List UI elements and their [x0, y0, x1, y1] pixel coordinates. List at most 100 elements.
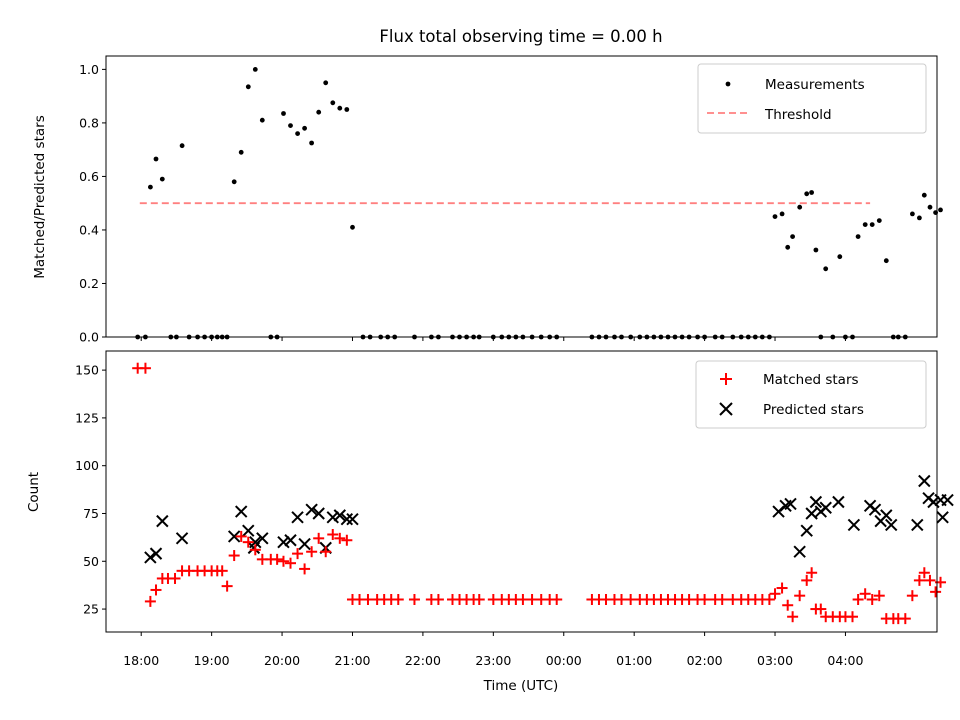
matched-star-point	[776, 582, 788, 594]
predicted-star-point	[312, 507, 325, 520]
measurement-point	[337, 105, 343, 111]
matched-star-point	[899, 613, 911, 625]
matched-star-point	[144, 595, 156, 607]
bottom-legend-box	[695, 360, 927, 429]
measurement-point	[876, 218, 882, 224]
matched-star-point	[918, 567, 930, 579]
matched-star-point	[924, 574, 936, 586]
predicted-star-point	[277, 535, 290, 549]
matched-star-point	[852, 594, 864, 606]
predicted-star-point	[832, 495, 845, 509]
matched-star-point	[408, 594, 420, 606]
legend-matched-marker	[720, 373, 732, 385]
measurement-point	[809, 190, 814, 195]
measurement-point	[921, 192, 927, 198]
top-panel: 0.0 0.2 0.4 0.6 0.8 1.0 Matched/Predicted sta…	[32, 55, 943, 345]
measurement-point	[309, 140, 314, 146]
matched-star-point	[806, 567, 818, 579]
predicted-star-point	[149, 547, 163, 560]
matched-star-point	[249, 544, 261, 556]
matched-star-point	[341, 534, 353, 546]
measurement-point	[245, 84, 251, 90]
matched-star-point	[169, 572, 181, 584]
matched-star-point	[769, 588, 781, 600]
x-tick-label: 03:00	[757, 653, 793, 668]
top-legend-box	[697, 63, 927, 134]
x-tick-label: 20:00	[264, 653, 300, 668]
measurement-point	[779, 211, 785, 217]
y-tick-label: 0.2	[79, 276, 99, 291]
measurement-point	[797, 204, 803, 210]
measurement-point	[862, 222, 868, 228]
top-panel-x-ticks	[140, 337, 846, 341]
measurement-point	[159, 176, 165, 182]
matched-stars-points	[132, 362, 947, 625]
matched-star-point	[150, 584, 162, 596]
bottom-panel-y-label: Count	[26, 472, 42, 512]
legend-measurements-marker	[725, 81, 731, 87]
measurement-point	[302, 125, 307, 131]
predicted-star-point	[144, 551, 157, 564]
measurement-point	[790, 234, 795, 240]
measurement-point	[350, 224, 355, 230]
predicted-star-point	[256, 532, 269, 545]
top-panel-y-label: Matched/Predicted stars	[32, 115, 48, 278]
predicted-star-point	[242, 524, 255, 537]
matched-star-point	[866, 594, 878, 606]
matched-star-point	[327, 529, 339, 541]
predicted-star-point	[911, 518, 924, 532]
y-tick-label: 0.8	[79, 115, 99, 130]
predicted-stars-points	[144, 474, 954, 564]
predicted-star-point	[249, 535, 262, 549]
measurement-point	[153, 156, 159, 162]
measurement-point	[813, 247, 819, 253]
legend-threshold-label: Threshold	[764, 107, 832, 123]
matched-star-point	[801, 574, 813, 586]
x-tick-label: 23:00	[475, 653, 511, 668]
figure-title: Flux total observing time = 0.00 h	[379, 27, 662, 46]
measurement-point	[883, 258, 889, 264]
bottom-panel-x-ticks: 18:00 19:00 20:00 21:00 22:00 23:00 00:00 01:00…	[123, 632, 864, 668]
top-panel-frame	[105, 55, 938, 338]
y-tick-label: 0.4	[79, 222, 99, 237]
matched-star-point	[313, 532, 325, 544]
predicted-star-point	[885, 518, 898, 532]
measurement-point	[823, 266, 829, 272]
measurement-point	[772, 214, 778, 220]
matched-star-point	[392, 594, 404, 606]
y-tick-label: 1.0	[79, 62, 99, 77]
legend-matched-label: Matched stars	[763, 372, 859, 388]
matched-star-point	[930, 586, 942, 598]
matched-star-point	[242, 536, 254, 548]
y-tick-label: 25	[83, 602, 99, 617]
top-panel-y-ticks: 0.0 0.2 0.4 0.6 0.8 1.0	[79, 62, 106, 345]
x-tick-label: 00:00	[546, 653, 582, 668]
predicted-star-point	[809, 495, 823, 509]
measurement-point	[855, 234, 861, 240]
matched-star-point	[699, 594, 711, 606]
matched-star-point	[432, 594, 444, 606]
bottom-panel-y-ticks: 25 50 75 100 125 150	[75, 363, 106, 617]
predicted-star-point	[340, 513, 354, 526]
predicted-star-point	[227, 530, 241, 543]
measurement-point	[281, 111, 286, 116]
matched-star-point	[285, 557, 297, 569]
measurement-point	[804, 191, 810, 197]
x-tick-label: 18:00	[123, 653, 159, 668]
measurement-point	[927, 204, 933, 210]
matched-star-point	[782, 599, 794, 611]
bottom-panel-frame	[105, 350, 938, 633]
legend-predicted-label: Predicted stars	[763, 402, 864, 418]
matched-star-point	[716, 594, 728, 606]
measurement-point	[288, 123, 293, 128]
legend-measurements-label: Measurements	[765, 77, 865, 93]
measurement-point	[917, 215, 922, 221]
predicted-star-point	[936, 511, 949, 524]
top-panel-legend: Measurements Threshold	[697, 63, 927, 134]
predicted-star-point	[918, 474, 931, 488]
predicted-star-point	[326, 511, 339, 524]
matched-star-point	[794, 590, 806, 602]
predicted-star-point	[868, 503, 882, 516]
measurement-point	[316, 109, 322, 115]
